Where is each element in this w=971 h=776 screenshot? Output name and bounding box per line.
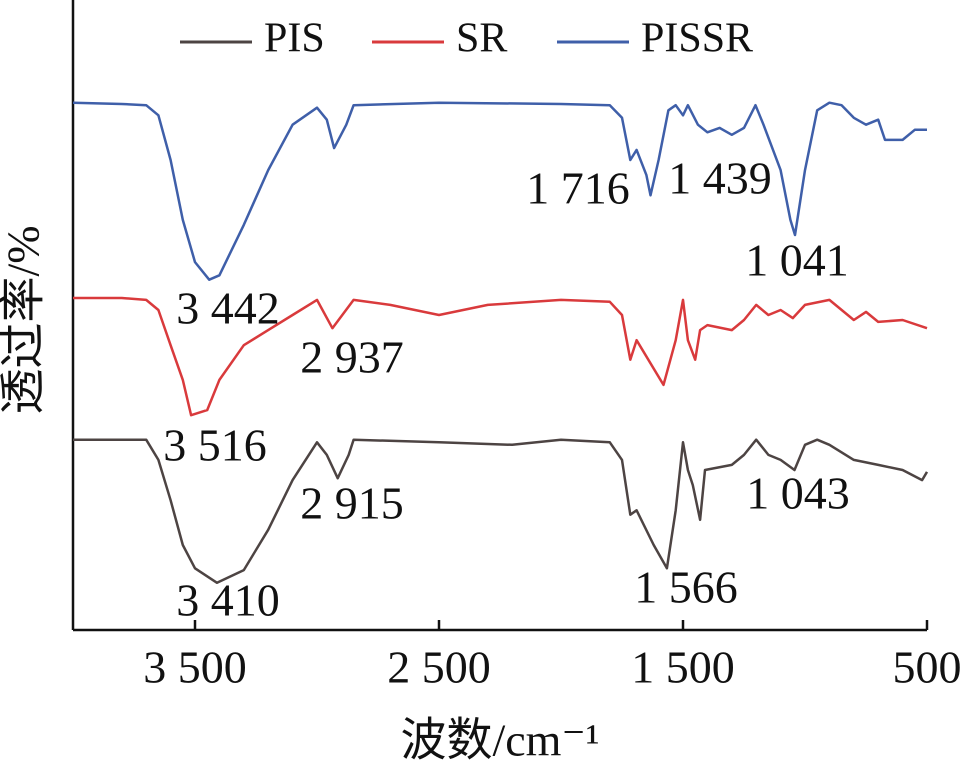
peak-label: 1 041 bbox=[745, 235, 849, 286]
spectrum-line bbox=[73, 438, 929, 585]
y-axis-label: 透过率/% bbox=[0, 225, 49, 414]
x-tick-label: 1 500 bbox=[631, 642, 735, 693]
spectrum-line bbox=[73, 296, 928, 417]
spectrum-line bbox=[72, 101, 927, 281]
x-tick-label: 2 500 bbox=[387, 642, 491, 693]
peak-label: 3 410 bbox=[176, 575, 280, 626]
peak-label: 1 566 bbox=[634, 562, 738, 613]
peak-label: 2 915 bbox=[300, 478, 404, 529]
legend-label: SR bbox=[456, 16, 507, 62]
peak-label: 2 937 bbox=[300, 332, 404, 383]
legend-label: PISSR bbox=[641, 16, 753, 62]
x-axis-label: 波数/cm⁻¹ bbox=[400, 715, 599, 766]
peak-label: 3 516 bbox=[163, 420, 267, 471]
peak-label: 1 439 bbox=[668, 153, 772, 204]
x-tick-label: 3 500 bbox=[143, 642, 247, 693]
x-tick-label: 500 bbox=[893, 642, 962, 693]
peak-label: 1 716 bbox=[526, 163, 630, 214]
peak-label: 3 442 bbox=[176, 283, 280, 334]
peak-label: 1 043 bbox=[746, 468, 850, 519]
legend-label: PIS bbox=[264, 16, 325, 62]
